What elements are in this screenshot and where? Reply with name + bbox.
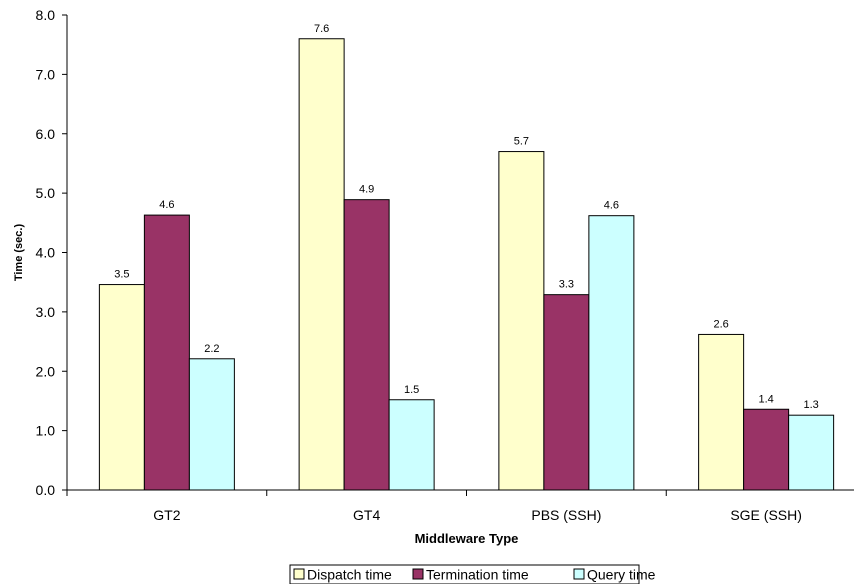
bar-termination-time	[143, 214, 190, 491]
data-label: 3.5	[114, 269, 129, 281]
legend-box	[289, 564, 640, 584]
y-tick-label: 6.0	[36, 126, 56, 142]
bar-dispatch-time	[298, 38, 345, 491]
x-tick-label: PBS (SSH)	[531, 507, 601, 523]
bar-query-time	[588, 215, 635, 491]
x-tick-label: GT2	[153, 507, 180, 523]
data-label: 3.3	[559, 279, 574, 291]
bar-termination-time	[343, 199, 390, 491]
legend-swatch	[573, 568, 585, 580]
y-tick-label: 8.0	[36, 7, 56, 23]
bar-dispatch-time	[98, 284, 145, 491]
bar-query-time	[788, 414, 835, 491]
legend-label: Query time	[587, 567, 656, 583]
y-tick-label: 0.0	[36, 482, 56, 498]
data-label: 2.2	[204, 343, 219, 355]
legend-label: Dispatch time	[307, 567, 392, 583]
y-tick-label: 1.0	[36, 423, 56, 439]
y-tick-label: 5.0	[36, 185, 56, 201]
bar-termination-time	[743, 408, 790, 491]
data-label: 2.6	[713, 318, 728, 330]
data-label: 1.4	[758, 393, 773, 405]
bar-query-time	[188, 358, 235, 491]
data-label: 1.3	[803, 399, 818, 411]
x-axis-title: Middleware Type	[415, 531, 519, 546]
data-label: 4.6	[159, 199, 174, 211]
y-tick-label: 4.0	[36, 245, 56, 261]
x-tick-label: GT4	[353, 507, 380, 523]
data-label: 1.5	[404, 384, 419, 396]
chart-axes: 0.0 1.0 2.0 3.0 4.0 5.0 6.0 7.0 8.0 GT2 GT4 PBS (SS…	[36, 7, 854, 523]
data-label: 7.6	[314, 23, 329, 35]
bar-dispatch-time	[498, 151, 545, 491]
legend-swatch	[412, 568, 424, 580]
legend-swatch	[293, 568, 305, 580]
y-tick-label: 3.0	[36, 304, 56, 320]
bar-query-time	[388, 399, 435, 491]
bar-termination-time	[543, 294, 590, 491]
data-label: 4.9	[359, 184, 374, 196]
y-tick-label: 7.0	[36, 66, 56, 82]
legend-label: Termination time	[426, 567, 529, 583]
y-axis-title: Time (sec.)	[13, 224, 25, 282]
x-tick-label: SGE (SSH)	[730, 507, 802, 523]
bar-dispatch-time	[698, 333, 745, 491]
chart-data-labels: 3.5 7.6 5.7 2.6 4.6 4.9 3.3 1.4 2.2 1.5 4.6 1.3	[114, 23, 819, 411]
data-label: 5.7	[514, 136, 529, 148]
chart-bars	[98, 38, 835, 491]
y-tick-label: 2.0	[36, 363, 56, 379]
legend: Dispatch time Termination time Query time	[289, 564, 656, 584]
data-label: 4.6	[604, 200, 619, 212]
